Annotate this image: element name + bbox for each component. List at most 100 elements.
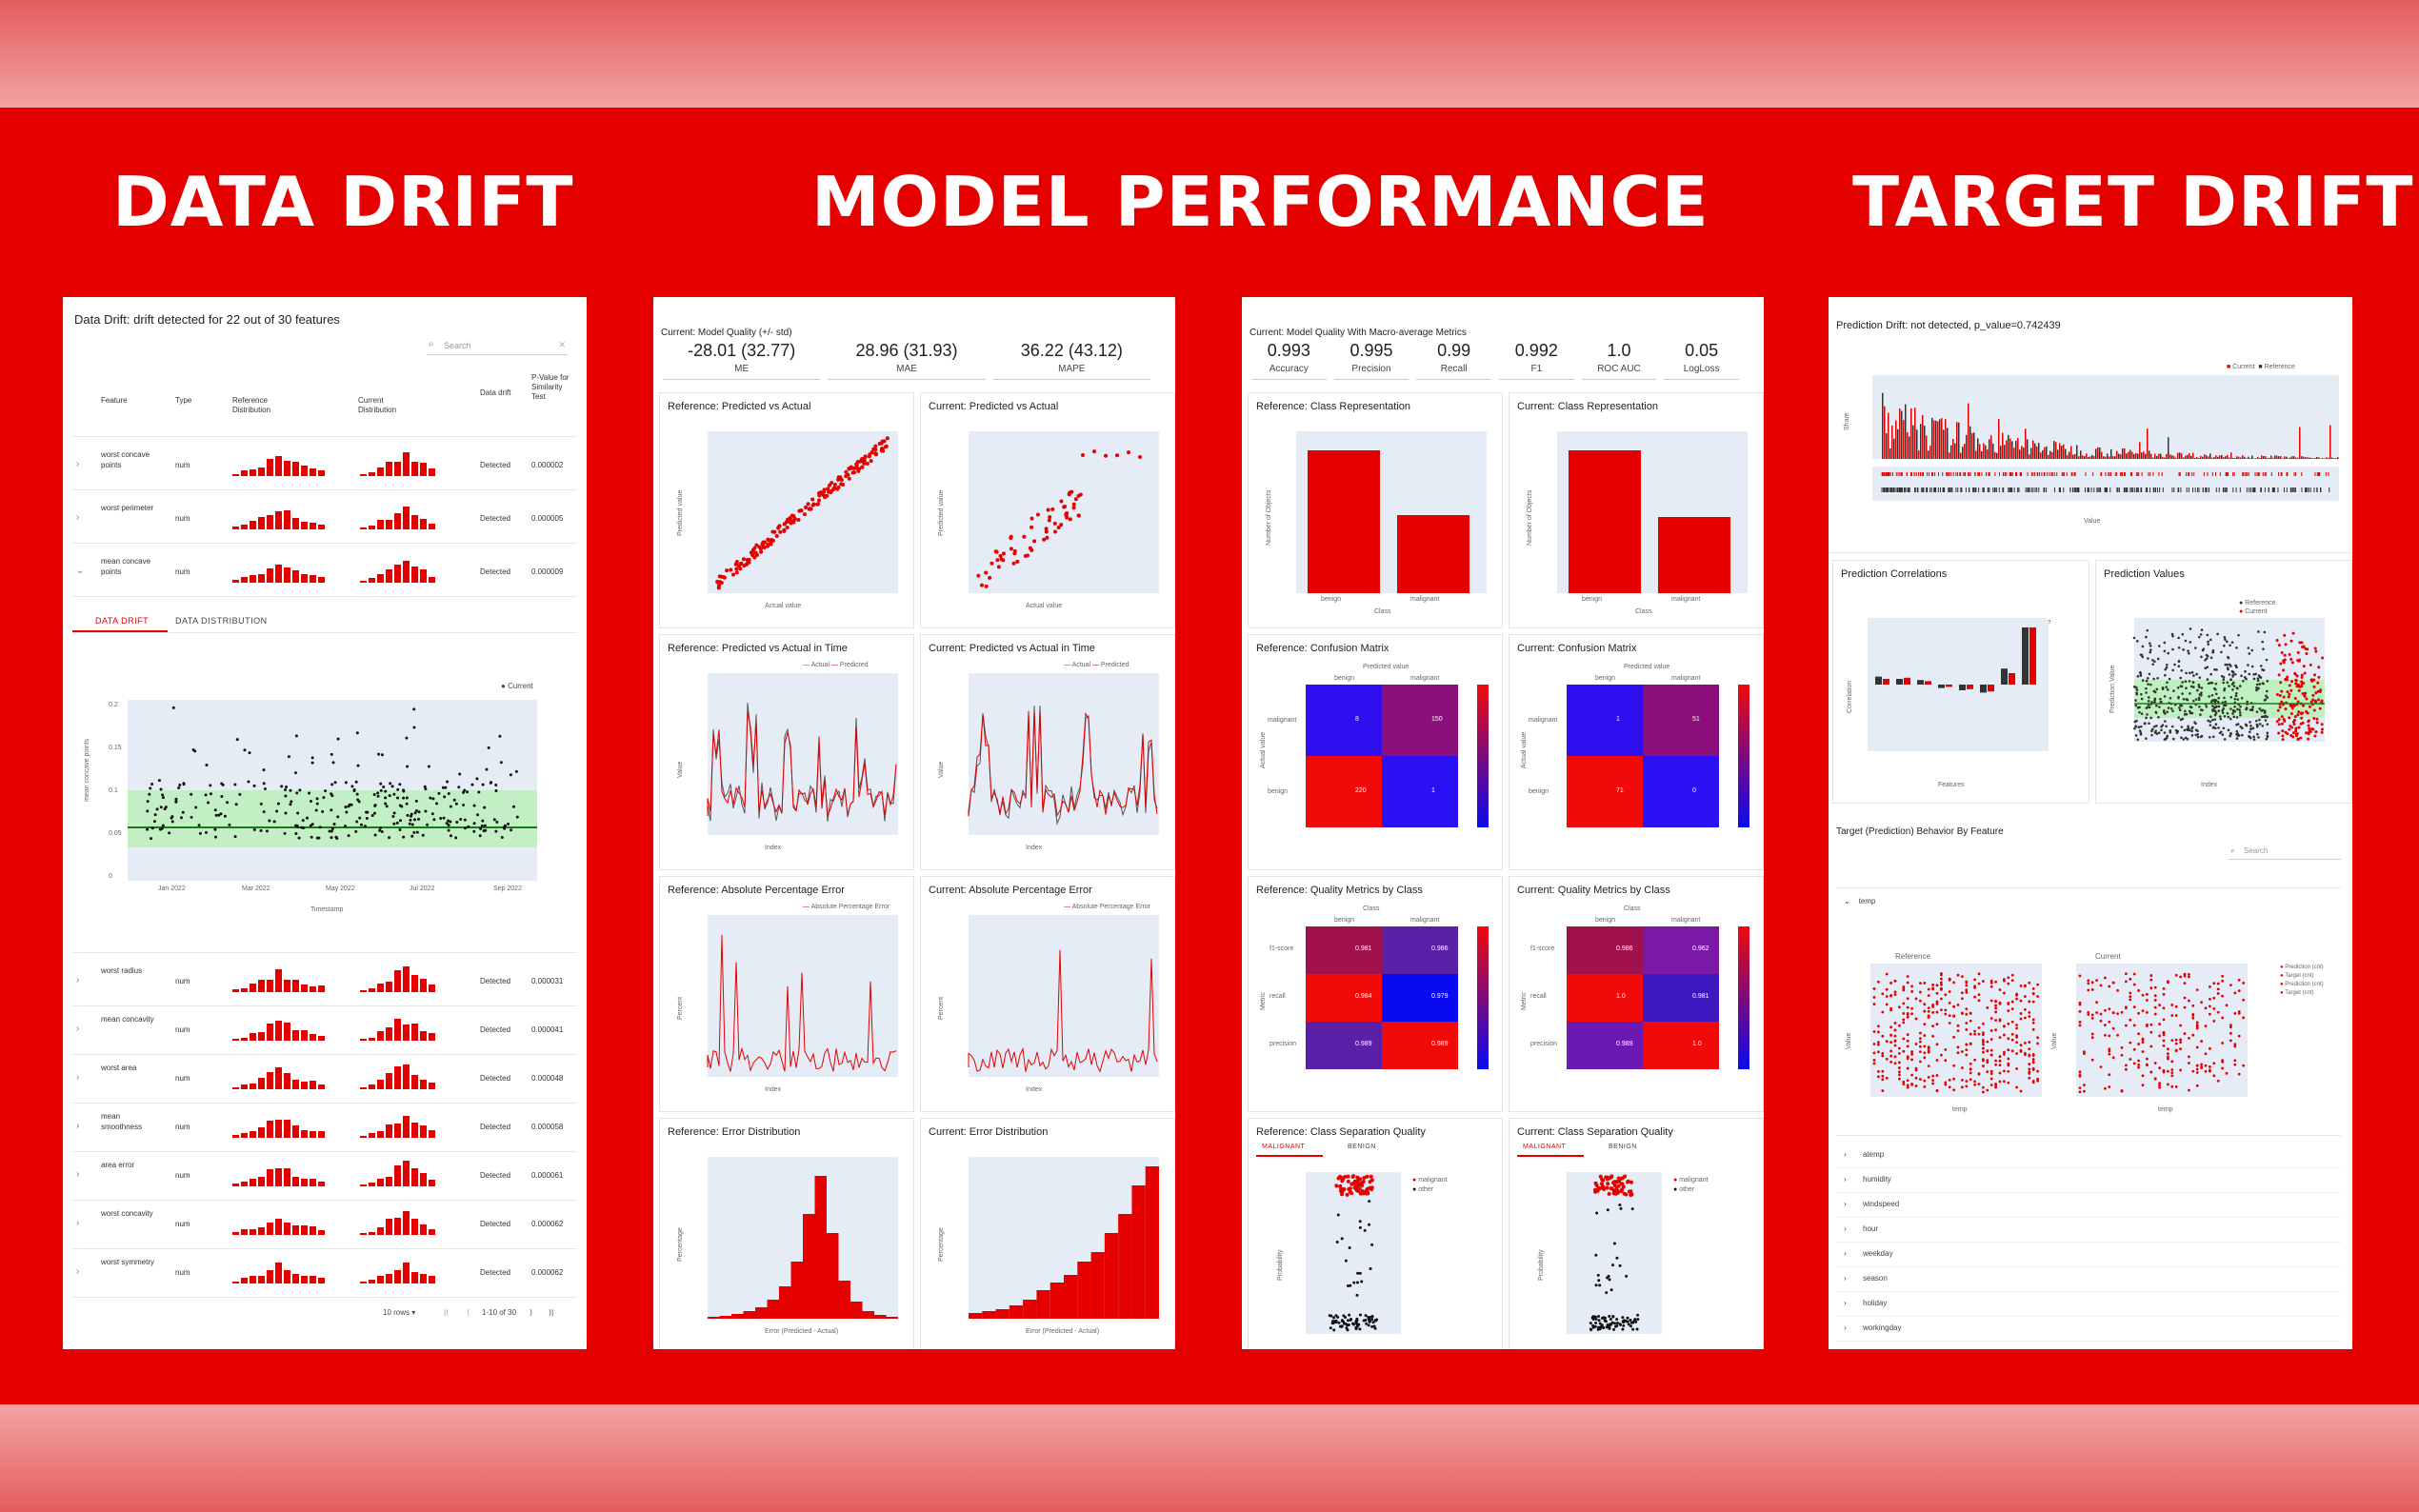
prev-page-icon[interactable]: ⟨: [467, 1308, 470, 1317]
separation-tab[interactable]: BENIGN: [1609, 1144, 1637, 1150]
expand-icon[interactable]: ›: [1844, 1274, 1847, 1283]
plot-area: [1868, 618, 2049, 751]
feature-row[interactable]: › humidity: [1836, 1169, 2341, 1193]
feature-point: [1906, 1085, 1909, 1089]
feature-point: [2209, 1005, 2211, 1008]
data-point: [447, 824, 450, 827]
data-point: [483, 824, 487, 827]
first-page-icon[interactable]: |⟨: [444, 1308, 450, 1317]
data-point: [330, 808, 333, 812]
hist-bar: [250, 575, 256, 583]
expand-icon[interactable]: ›: [76, 512, 80, 523]
expand-icon[interactable]: ›: [1844, 1150, 1847, 1159]
clear-icon[interactable]: ✕: [558, 340, 566, 349]
collapse-icon[interactable]: ⌄: [76, 566, 85, 576]
feature-point: [1923, 1056, 1927, 1060]
scatter-point: [799, 508, 804, 513]
feature-point: [1898, 1061, 1901, 1064]
tab-data-drift[interactable]: DATA DRIFT: [95, 616, 150, 626]
feature-point: [1994, 1028, 1997, 1032]
expand-icon[interactable]: ›: [76, 1266, 80, 1277]
legend-text: Target (cnt): [2285, 990, 2314, 996]
separation-tab[interactable]: BENIGN: [1348, 1144, 1376, 1150]
metric-value: 0.992: [1514, 341, 1558, 360]
rows-per-page[interactable]: 10 rows ▾: [383, 1308, 416, 1317]
reference-point: [2263, 711, 2267, 714]
reference-point: [2190, 734, 2194, 737]
expand-icon[interactable]: ›: [1844, 1323, 1847, 1332]
expand-icon[interactable]: ›: [76, 459, 80, 469]
x-axis-label: Class: [1635, 608, 1652, 615]
expand-icon[interactable]: ›: [76, 975, 80, 985]
hist-bar: [250, 1032, 256, 1041]
feature-point: [1910, 989, 1913, 993]
feature-row[interactable]: › windspeed: [1836, 1194, 2341, 1218]
expand-icon[interactable]: ›: [76, 1169, 80, 1180]
scatter-point: [1053, 529, 1058, 534]
feature-point: [2188, 1062, 2190, 1064]
expand-icon[interactable]: ›: [1844, 1249, 1847, 1258]
distribution-bar: [2219, 455, 2221, 459]
current-point: [2282, 718, 2286, 722]
reference-point: [2146, 628, 2149, 632]
separation-tab[interactable]: MALIGNANT: [1523, 1144, 1567, 1150]
expand-icon[interactable]: ›: [76, 1072, 80, 1083]
metric-label: Recall: [1440, 364, 1468, 374]
distribution-bar: [2095, 448, 2097, 459]
hist-bar: [284, 1119, 290, 1138]
expand-icon[interactable]: ›: [76, 1121, 80, 1131]
current-point: [2314, 649, 2318, 653]
feature-row[interactable]: › hour: [1836, 1219, 2341, 1243]
td-search-box[interactable]: ⌕ Search: [2229, 846, 2341, 860]
expand-icon[interactable]: ›: [76, 1024, 80, 1034]
feature-row[interactable]: › season: [1836, 1268, 2341, 1292]
feature-row[interactable]: › workingday: [1836, 1318, 2341, 1342]
x-axis-label: Features: [1938, 782, 1965, 788]
feature-row[interactable]: › holiday: [1836, 1293, 2341, 1317]
table-row[interactable]: › worst concave points num Detected 0.000002: [63, 442, 587, 490]
drift-status: Detected: [480, 461, 511, 469]
feature-row[interactable]: › atemp: [1836, 1144, 2341, 1168]
tab-data-distribution[interactable]: DATA DISTRIBUTION: [175, 616, 268, 626]
separation-tab[interactable]: MALIGNANT: [1262, 1144, 1306, 1150]
table-row[interactable]: › area error num Detected 0.000061: [63, 1152, 587, 1201]
feature-row[interactable]: › weekday: [1836, 1243, 2341, 1267]
reference-point: [2148, 642, 2151, 645]
expand-icon[interactable]: ›: [1844, 1299, 1847, 1307]
feature-point: [2183, 996, 2187, 1000]
last-page-icon[interactable]: ⟩|: [549, 1308, 554, 1317]
table-row[interactable]: › worst perimeter num Detected 0.000005: [63, 495, 587, 544]
scatter-point: [753, 550, 758, 555]
table-row[interactable]: › worst radius num Detected 0.000031: [63, 958, 587, 1006]
table-row[interactable]: › worst symmetry num Detected 0.000062: [63, 1249, 587, 1298]
feature-point: [2221, 1059, 2224, 1063]
expand-icon[interactable]: ›: [1844, 1200, 1847, 1208]
feature-point: [2229, 1039, 2232, 1043]
next-page-icon[interactable]: ⟩: [530, 1308, 533, 1317]
feature-point: [1998, 1055, 2002, 1059]
table-row[interactable]: ⌄ mean concave points num Detected 0.000009: [63, 548, 587, 597]
reference-point: [2223, 686, 2227, 690]
subplot-title: Reference: [1895, 952, 1930, 961]
table-row[interactable]: › worst area num Detected 0.000048: [63, 1055, 587, 1104]
expand-icon[interactable]: ›: [76, 1218, 80, 1228]
card-title: Reference: Class Separation Quality: [1256, 1126, 1426, 1138]
data-point: [377, 752, 381, 756]
feature-point: [1872, 1051, 1876, 1055]
table-row[interactable]: › mean concavity num Detected 0.000041: [63, 1006, 587, 1055]
expanded-feature-row[interactable]: ⌄ temp: [1844, 897, 1876, 905]
feature-point: [1881, 1078, 1885, 1082]
search-box[interactable]: ⌕ Search ✕: [427, 339, 568, 355]
other-point: [1370, 1324, 1374, 1328]
data-point: [499, 761, 503, 765]
current-point: [2283, 653, 2287, 657]
table-row[interactable]: › mean smoothness num Detected 0.000058: [63, 1104, 587, 1152]
expand-icon[interactable]: ›: [1844, 1175, 1847, 1184]
histogram-bar: [1023, 1300, 1037, 1319]
feature-point: [2083, 1084, 2086, 1087]
table-row[interactable]: › worst concavity num Detected 0.000062: [63, 1201, 587, 1249]
legend-text: Current: [2245, 608, 2268, 615]
data-point: [388, 836, 391, 840]
expand-icon[interactable]: ›: [1844, 1224, 1847, 1233]
hist-bar: [411, 1168, 418, 1186]
